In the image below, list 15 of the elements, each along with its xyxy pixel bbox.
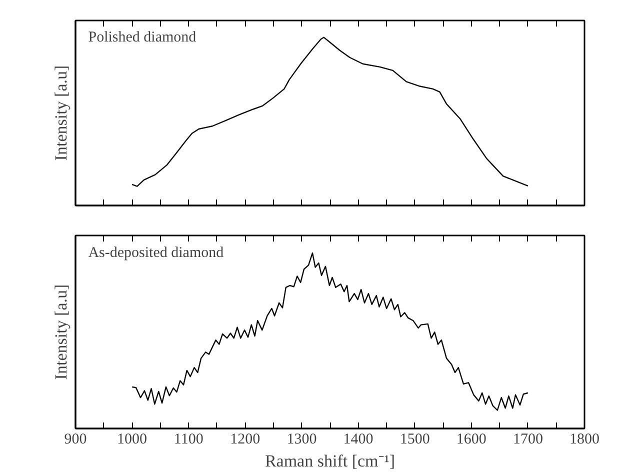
x-tick-label: 900 [64,432,87,448]
x-tick-label: 1400 [343,432,374,448]
x-tick-label: 1000 [117,432,148,448]
x-axis-title: Raman shift [cm⁻¹] [264,452,396,470]
x-tick-label: 1800 [570,432,600,448]
x-tick-label: 1300 [286,432,317,448]
x-tick-label: 1700 [512,432,543,448]
y-axis-title: Intensity [a.u] [52,284,70,380]
x-tick-label: 1500 [400,432,430,448]
x-tick-label: 1100 [174,432,204,448]
annotation: Polished diamond [88,29,197,46]
x-tick-label: 1600 [456,432,486,448]
y-axis-title: Intensity [a.u] [52,65,70,161]
x-tick-label: 1200 [230,432,260,448]
annotation: As-deposited diamond [88,245,224,262]
